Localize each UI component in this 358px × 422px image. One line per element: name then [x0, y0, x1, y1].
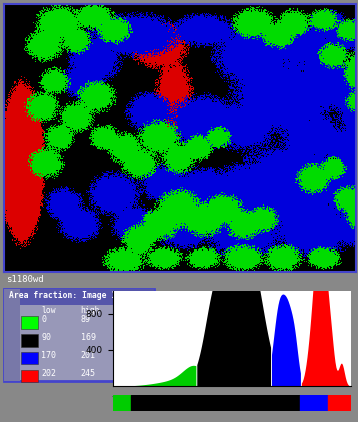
FancyBboxPatch shape	[4, 289, 154, 306]
Bar	[113, 395, 131, 411]
Text: 245: 245	[81, 368, 96, 378]
Text: 202: 202	[41, 368, 56, 378]
Text: 201: 201	[81, 351, 96, 360]
Text: 170: 170	[41, 351, 56, 360]
Text: high: high	[81, 306, 100, 315]
Text: 70.73: 70.73	[116, 333, 141, 342]
FancyBboxPatch shape	[4, 289, 20, 381]
FancyBboxPatch shape	[21, 316, 38, 329]
Text: 90: 90	[41, 333, 51, 342]
Text: 0: 0	[41, 315, 46, 324]
FancyBboxPatch shape	[21, 334, 38, 346]
Text: 89: 89	[81, 315, 91, 324]
Text: s1180wd: s1180wd	[6, 275, 44, 284]
Text: low: low	[41, 306, 56, 315]
Text: 11.88: 11.88	[116, 351, 141, 360]
Text: Area fraction: Image 1, Full: Area fraction: Image 1, Full	[9, 291, 145, 300]
Bar	[328, 395, 351, 411]
Bar	[131, 395, 300, 411]
Text: 9.54: 9.54	[116, 368, 136, 378]
FancyBboxPatch shape	[21, 370, 38, 382]
FancyBboxPatch shape	[4, 289, 154, 381]
Text: 7.85: 7.85	[116, 315, 136, 324]
FancyBboxPatch shape	[21, 352, 38, 364]
Text: 169: 169	[81, 333, 96, 342]
Text: % area: % area	[116, 306, 146, 315]
Bar	[300, 395, 328, 411]
